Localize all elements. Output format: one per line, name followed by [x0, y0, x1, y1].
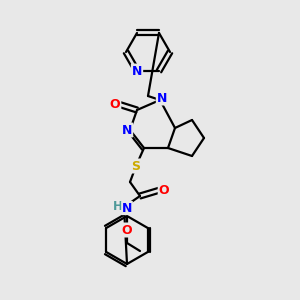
Text: O: O [122, 224, 132, 236]
Text: N: N [122, 124, 132, 136]
Text: O: O [159, 184, 169, 196]
Text: S: S [131, 160, 140, 172]
Text: N: N [122, 202, 132, 214]
Text: O: O [110, 98, 120, 110]
Text: N: N [157, 92, 167, 104]
Text: N: N [132, 64, 142, 78]
Text: H: H [113, 200, 123, 212]
